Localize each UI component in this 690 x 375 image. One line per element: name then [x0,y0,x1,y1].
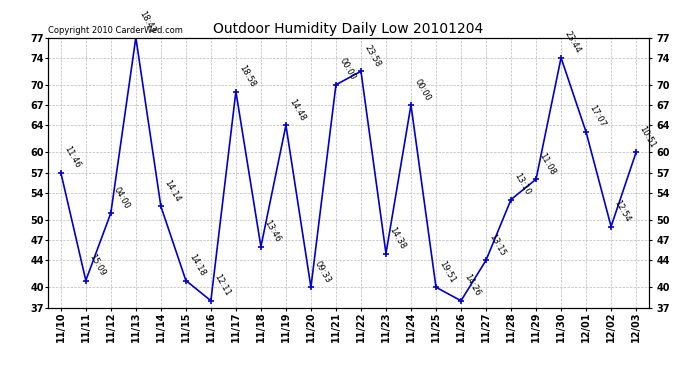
Text: 14:14: 14:14 [162,178,182,204]
Text: 23:58: 23:58 [362,43,382,69]
Text: 18:43: 18:43 [137,9,157,35]
Text: 14:18: 14:18 [187,252,207,278]
Text: 12:11: 12:11 [213,273,232,298]
Text: 00:00: 00:00 [337,57,357,82]
Text: 11:08: 11:08 [538,151,557,177]
Text: 13:10: 13:10 [513,171,532,197]
Text: 11:46: 11:46 [62,144,82,170]
Text: 17:07: 17:07 [587,104,607,129]
Text: Copyright 2010 CarderWed.com: Copyright 2010 CarderWed.com [48,26,183,35]
Text: 14:38: 14:38 [387,225,407,251]
Text: 09:33: 09:33 [313,259,332,285]
Text: 15:09: 15:09 [87,253,107,278]
Text: 19:51: 19:51 [437,260,457,285]
Title: Outdoor Humidity Daily Low 20101204: Outdoor Humidity Daily Low 20101204 [213,22,484,36]
Text: 13:15: 13:15 [487,232,507,258]
Text: 04:00: 04:00 [112,185,132,210]
Text: 18:58: 18:58 [237,63,257,89]
Text: 14:26: 14:26 [462,273,482,298]
Text: 23:44: 23:44 [562,30,582,55]
Text: 00:00: 00:00 [413,77,432,102]
Text: 12:54: 12:54 [613,199,632,224]
Text: 14:48: 14:48 [287,97,307,123]
Text: 13:46: 13:46 [262,219,282,244]
Text: 10:51: 10:51 [638,124,657,150]
